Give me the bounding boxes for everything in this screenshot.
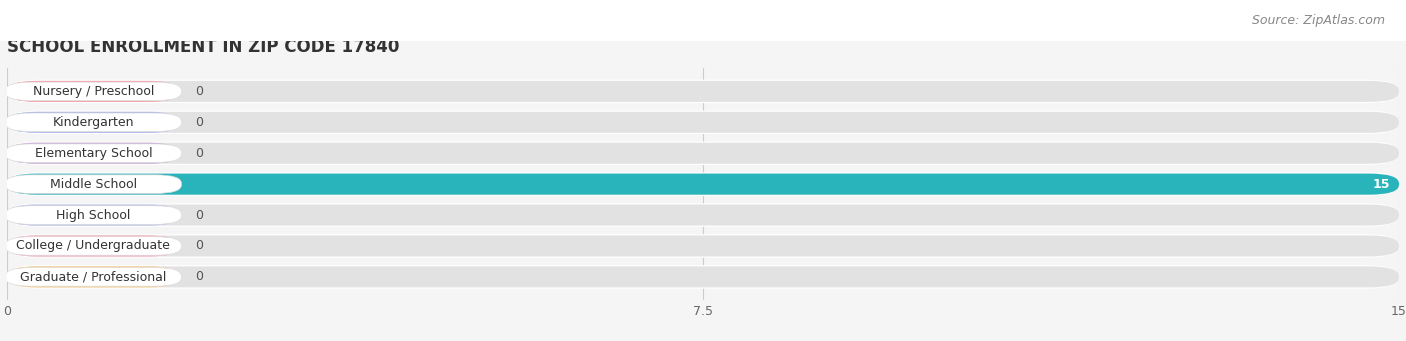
FancyBboxPatch shape [7, 265, 1399, 288]
FancyBboxPatch shape [7, 81, 179, 102]
Text: 0: 0 [195, 209, 204, 222]
FancyBboxPatch shape [6, 113, 181, 132]
FancyBboxPatch shape [6, 268, 181, 286]
FancyBboxPatch shape [7, 205, 179, 225]
FancyBboxPatch shape [7, 266, 1399, 287]
Text: Graduate / Professional: Graduate / Professional [20, 270, 166, 283]
Text: College / Undergraduate: College / Undergraduate [17, 239, 170, 252]
FancyBboxPatch shape [7, 173, 1399, 196]
Text: 15: 15 [1372, 178, 1389, 191]
Text: Middle School: Middle School [49, 178, 136, 191]
FancyBboxPatch shape [7, 110, 1399, 134]
Text: 0: 0 [195, 147, 204, 160]
FancyBboxPatch shape [6, 237, 181, 255]
FancyBboxPatch shape [7, 80, 1399, 103]
FancyBboxPatch shape [7, 81, 1399, 102]
FancyBboxPatch shape [7, 234, 1399, 258]
FancyBboxPatch shape [7, 203, 1399, 227]
FancyBboxPatch shape [7, 236, 1399, 256]
FancyBboxPatch shape [7, 174, 1399, 195]
Text: Nursery / Preschool: Nursery / Preschool [32, 85, 155, 98]
FancyBboxPatch shape [6, 175, 181, 193]
FancyBboxPatch shape [7, 236, 179, 256]
Text: SCHOOL ENROLLMENT IN ZIP CODE 17840: SCHOOL ENROLLMENT IN ZIP CODE 17840 [7, 38, 399, 56]
FancyBboxPatch shape [6, 82, 181, 101]
FancyBboxPatch shape [7, 112, 179, 133]
FancyBboxPatch shape [7, 174, 1399, 195]
Text: Source: ZipAtlas.com: Source: ZipAtlas.com [1251, 14, 1385, 27]
FancyBboxPatch shape [7, 205, 1399, 225]
Text: 0: 0 [195, 116, 204, 129]
FancyBboxPatch shape [7, 266, 179, 287]
FancyBboxPatch shape [7, 143, 179, 164]
Text: 0: 0 [195, 239, 204, 252]
Text: 0: 0 [195, 85, 204, 98]
FancyBboxPatch shape [7, 142, 1399, 165]
FancyBboxPatch shape [6, 144, 181, 163]
Text: High School: High School [56, 209, 131, 222]
FancyBboxPatch shape [7, 143, 1399, 164]
Text: Kindergarten: Kindergarten [52, 116, 134, 129]
FancyBboxPatch shape [6, 206, 181, 224]
Text: 0: 0 [195, 270, 204, 283]
Text: Elementary School: Elementary School [35, 147, 152, 160]
FancyBboxPatch shape [7, 112, 1399, 133]
